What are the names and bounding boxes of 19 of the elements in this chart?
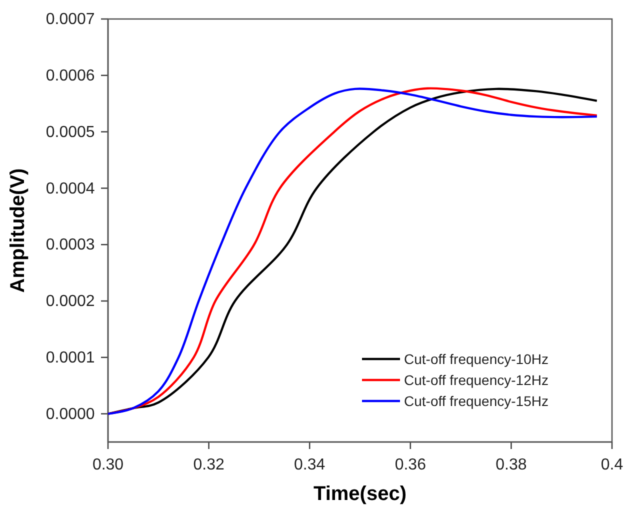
x-tick-label: 0.32 bbox=[193, 456, 224, 474]
legend-label: Cut-off frequency-15Hz bbox=[404, 392, 548, 409]
y-tick-label: 0.0004 bbox=[46, 180, 95, 198]
y-axis-title: Amplitude(V) bbox=[7, 168, 29, 293]
y-tick-label: 0.0001 bbox=[46, 350, 95, 367]
y-tick-label: 0.0000 bbox=[46, 406, 95, 423]
y-tick-label: 0.0002 bbox=[46, 293, 95, 310]
y-tick-label: 0.0007 bbox=[46, 11, 95, 28]
x-tick-label: 0.38 bbox=[496, 456, 527, 474]
x-tick-label: 0.4 bbox=[600, 456, 624, 474]
x-tick-label: 0.30 bbox=[92, 456, 124, 474]
x-tick-label: 0.34 bbox=[294, 456, 326, 474]
legend-label: Cut-off frequency-12Hz bbox=[404, 372, 548, 388]
x-tick-label: 0.36 bbox=[394, 456, 426, 474]
y-tick-label: 0.0005 bbox=[46, 124, 95, 141]
y-tick-label: 0.0006 bbox=[46, 68, 95, 85]
y-tick-label: 0.0003 bbox=[46, 236, 95, 254]
x-axis-title: Time(sec) bbox=[313, 483, 407, 505]
legend-label: Cut-off frequency-10Hz bbox=[404, 350, 548, 367]
